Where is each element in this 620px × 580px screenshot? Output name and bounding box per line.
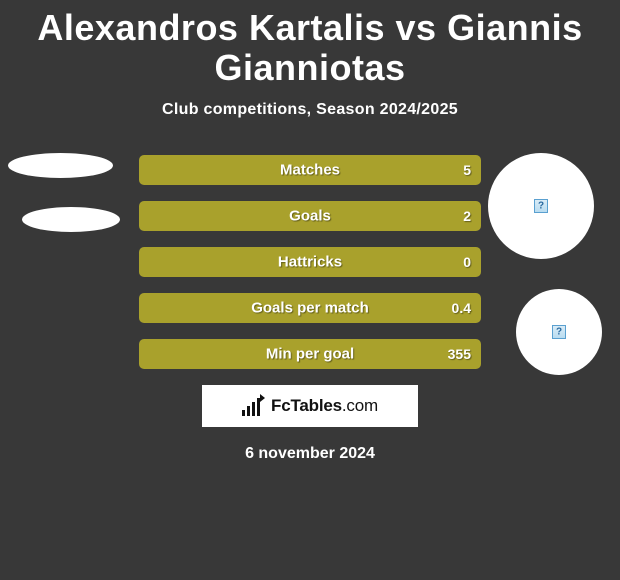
player-left-avatar-2: [22, 207, 120, 232]
player-left-avatar-1: [8, 153, 113, 178]
image-placeholder-icon: [552, 325, 566, 339]
brand-logo-icon: [242, 396, 265, 416]
player-right-avatar-2: [516, 289, 602, 375]
stat-label: Goals per match: [251, 300, 369, 317]
stat-right-value: 0.4: [452, 300, 471, 316]
page-title: Alexandros Kartalis vs Giannis Gianniota…: [0, 0, 620, 87]
brand-name-bold: FcTables: [271, 396, 342, 415]
brand-name-suffix: .com: [342, 396, 378, 415]
stat-label: Min per goal: [266, 346, 354, 363]
stat-right-value: 0: [463, 254, 471, 270]
brand-badge: FcTables.com: [202, 385, 418, 427]
stat-label: Goals: [289, 208, 331, 225]
stat-right-value: 5: [463, 162, 471, 178]
stat-row: Goals 2: [139, 201, 481, 231]
image-placeholder-icon: [534, 199, 548, 213]
stat-label: Hattricks: [278, 254, 342, 271]
stat-row: Hattricks 0: [139, 247, 481, 277]
comparison-content: Matches 5 Goals 2 Hattricks 0 Goals per …: [0, 155, 620, 463]
stat-right-value: 2: [463, 208, 471, 224]
brand-text: FcTables.com: [271, 396, 378, 416]
subtitle: Club competitions, Season 2024/2025: [0, 101, 620, 119]
stat-row: Goals per match 0.4: [139, 293, 481, 323]
stat-bars: Matches 5 Goals 2 Hattricks 0 Goals per …: [139, 155, 481, 369]
stat-label: Matches: [280, 162, 340, 179]
stat-row: Min per goal 355: [139, 339, 481, 369]
stat-row: Matches 5: [139, 155, 481, 185]
stat-right-value: 355: [448, 346, 471, 362]
generated-date: 6 november 2024: [0, 445, 620, 463]
player-right-avatar-1: [488, 153, 594, 259]
